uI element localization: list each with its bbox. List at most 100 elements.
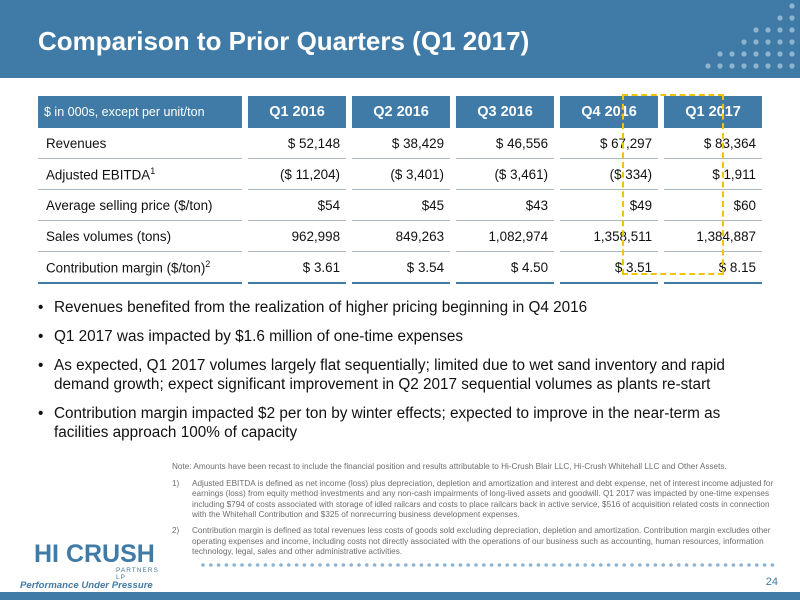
bullet-text: Contribution margin impacted $2 per ton …: [54, 405, 721, 441]
table-cell: $ 4.50: [450, 251, 558, 284]
decorative-dot: [741, 63, 747, 69]
table-row: Sales volumes (tons) 962,998 849,263 1,082,…: [38, 220, 762, 252]
table-cell: 849,263: [346, 220, 454, 252]
row-label-text: Sales volumes (tons): [46, 228, 172, 244]
decorative-dot: [684, 563, 689, 567]
decorative-dot: [427, 563, 431, 567]
footnote-number: 1): [172, 478, 180, 488]
footnote-marker: 2: [205, 258, 211, 269]
table-cell: $49: [554, 189, 662, 221]
decorative-dot: [497, 563, 502, 567]
table-cell: 1,358,511: [554, 220, 662, 252]
decorative-dot: [443, 563, 447, 567]
decorative-dot: [677, 563, 681, 567]
decorative-dot: [489, 563, 494, 567]
decorative-dot: [705, 63, 711, 69]
footnotes: Note: Amounts have been recast to includ…: [172, 462, 782, 563]
bullet-item: • Contribution margin impacted $2 per ton…: [38, 404, 778, 442]
decorative-dot: [310, 563, 314, 567]
decorative-dot: [380, 563, 385, 567]
footnote-item: 2) Contribution margin is defined as tota…: [172, 526, 782, 558]
decorative-dot: [466, 563, 471, 567]
table-cell: $45: [346, 189, 454, 221]
decorative-dot: [458, 563, 463, 567]
bullet-dot-icon: •: [38, 299, 44, 316]
decorative-dot: [765, 39, 771, 45]
table-row: Average selling price ($/ton) $54 $45 $43 $4…: [38, 189, 762, 221]
decorative-dot: [777, 51, 783, 57]
decorative-dot: [789, 39, 795, 45]
decorative-dot: [248, 563, 252, 567]
footnote-number: 2): [172, 525, 180, 535]
decorative-dot: [333, 563, 338, 567]
logo-subtitle: PARTNERS LP: [116, 567, 159, 581]
decorative-dot: [318, 563, 322, 567]
table-cell: $ 3.54: [346, 251, 454, 284]
comparison-table: $ in 000s, except per unit/ton Q1 2016 Q…: [38, 96, 762, 284]
decorative-dot: [474, 563, 478, 567]
decorative-dot: [753, 51, 759, 57]
footnote-marker: 1: [150, 165, 156, 176]
decorative-dot: [753, 63, 759, 69]
decorative-dot: [201, 563, 205, 567]
bullet-item: • Revenues benefited from the realization…: [38, 298, 778, 317]
decorative-dot: [753, 39, 759, 45]
decorative-dot: [255, 563, 260, 567]
table-row: Revenues $ 52,148 $ 38,429 $ 46,556 $ 67,297…: [38, 128, 762, 159]
decorative-dot: [765, 51, 771, 57]
decorative-dot: [614, 563, 619, 567]
decorative-dot: [240, 563, 244, 567]
decorative-dot: [789, 3, 795, 9]
decorative-dot: [747, 563, 751, 567]
table-cell: $ 67,297: [554, 128, 662, 159]
decorative-dot: [777, 15, 783, 21]
company-logo: HI CRUSH PARTNERS LP Performance Under P…: [20, 536, 170, 594]
decorative-dot: [279, 563, 283, 567]
table-cell: $ 38,429: [346, 128, 454, 159]
bullet-text: Revenues benefited from the realization …: [54, 299, 588, 316]
bullet-list: • Revenues benefited from the realization…: [38, 298, 778, 452]
row-label: Adjusted EBITDA1: [38, 158, 245, 190]
bullet-item: • As expected, Q1 2017 volumes largely fl…: [38, 356, 778, 394]
decorative-dot: [513, 563, 517, 567]
logo-tagline: Performance Under Pressure: [20, 580, 153, 591]
logo-brand: HI CRUSH: [34, 540, 155, 568]
bullet-dot-icon: •: [38, 328, 44, 345]
decorative-dot: [606, 563, 611, 567]
column-header: Q3 2016: [450, 96, 558, 128]
decorative-dot: [567, 563, 572, 567]
decorative-dot: [528, 563, 533, 567]
decorative-dot: [777, 63, 783, 69]
footnote-item: 1) Adjusted EBITDA is defined as net inco…: [172, 479, 782, 521]
decorative-dot: [669, 563, 673, 567]
decorative-dot: [388, 563, 392, 567]
decorative-dot: [216, 563, 221, 567]
unit-label: $ in 000s, except per unit/ton: [38, 96, 245, 128]
bullet-text: Q1 2017 was impacted by $1.6 million of …: [54, 328, 463, 345]
table-cell: $60: [658, 189, 762, 221]
decorative-dot: [777, 27, 783, 33]
row-label: Average selling price ($/ton): [38, 189, 245, 221]
decorative-dot: [521, 563, 525, 567]
decorative-dot: [209, 563, 213, 567]
table-cell: ($ 11,204): [241, 158, 350, 190]
table-cell: $43: [450, 189, 558, 221]
decorative-dot: [717, 51, 723, 57]
bullet-dot-icon: •: [38, 357, 44, 374]
decorative-dot-line: [201, 563, 775, 567]
decorative-dot: [544, 563, 548, 567]
row-label-text: Adjusted EBITDA: [46, 167, 151, 183]
decorative-dot: [287, 563, 291, 567]
decorative-dot: [789, 27, 795, 33]
decorative-dot: [755, 563, 759, 567]
decorative-dot: [741, 51, 747, 57]
bullet-item: • Q1 2017 was impacted by $1.6 million of…: [38, 327, 778, 346]
decorative-dot: [731, 563, 736, 567]
decorative-dot: [505, 563, 510, 567]
table-cell: 962,998: [241, 220, 350, 252]
decorative-dot: [645, 563, 650, 567]
decorative-dot: [583, 563, 587, 567]
table-cell: 1,384,887: [658, 220, 762, 252]
decorative-dot: [263, 563, 268, 567]
decorative-dot: [536, 563, 541, 567]
